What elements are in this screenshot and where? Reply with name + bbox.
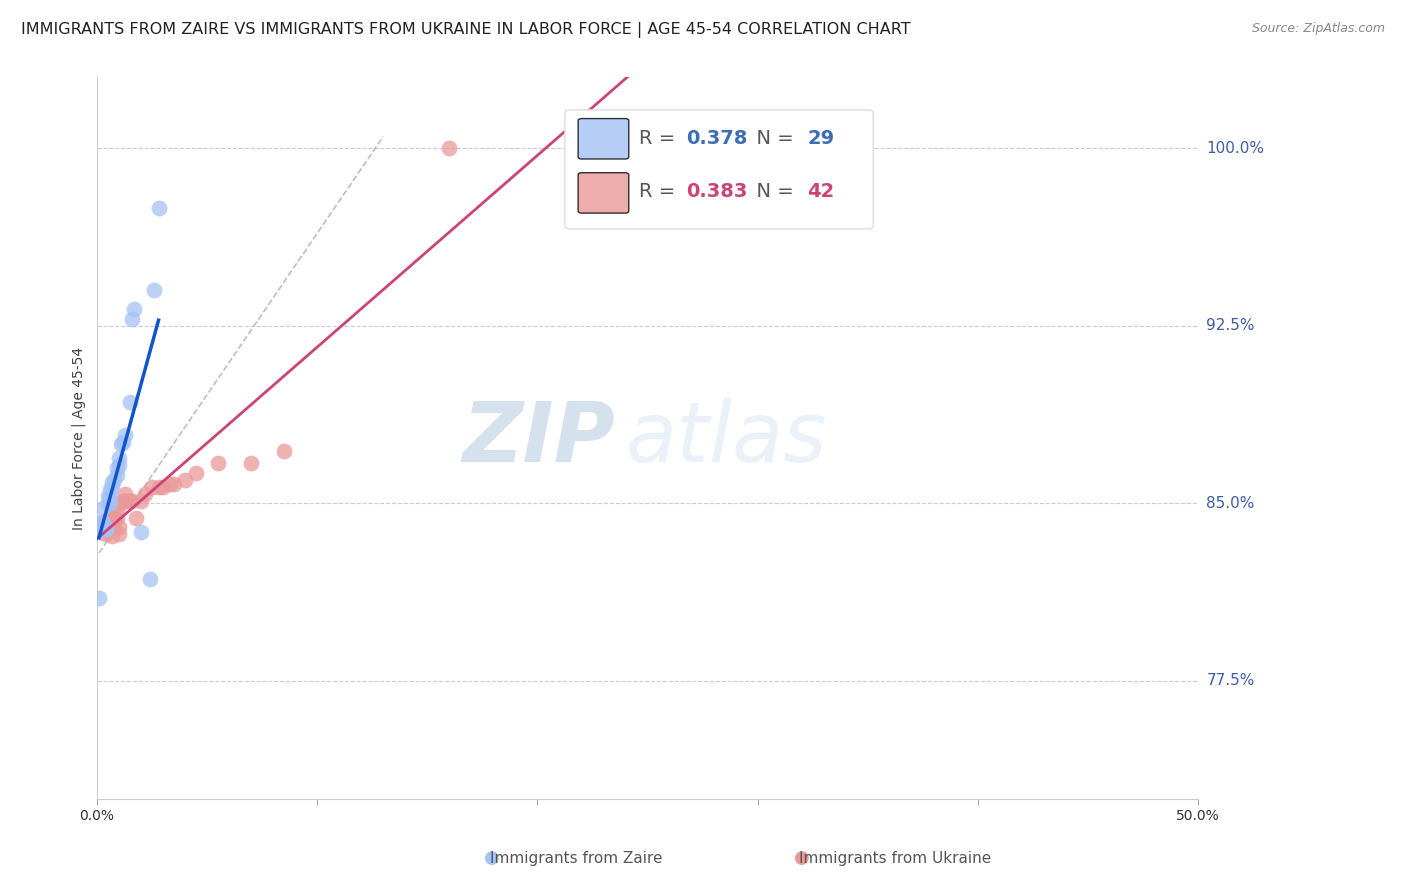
Point xyxy=(207,456,229,470)
Point xyxy=(101,520,124,534)
Point xyxy=(97,520,120,534)
Text: 77.5%: 77.5% xyxy=(1206,673,1254,689)
FancyBboxPatch shape xyxy=(578,119,628,159)
Point xyxy=(148,480,170,494)
Point xyxy=(124,302,146,317)
Point xyxy=(101,513,124,527)
Point xyxy=(129,524,152,539)
Point xyxy=(108,520,131,534)
Point xyxy=(97,520,120,534)
Point xyxy=(148,201,170,215)
Text: IMMIGRANTS FROM ZAIRE VS IMMIGRANTS FROM UKRAINE IN LABOR FORCE | AGE 45-54 CORR: IMMIGRANTS FROM ZAIRE VS IMMIGRANTS FROM… xyxy=(21,22,911,38)
Text: Source: ZipAtlas.com: Source: ZipAtlas.com xyxy=(1251,22,1385,36)
Point xyxy=(105,460,128,475)
Point xyxy=(97,489,120,503)
Point xyxy=(94,522,117,536)
Point xyxy=(87,591,110,605)
Point xyxy=(90,520,112,534)
Text: Immigrants from Zaire: Immigrants from Zaire xyxy=(491,851,662,865)
Point xyxy=(103,473,125,487)
Point xyxy=(110,437,132,451)
Point xyxy=(94,522,117,536)
Point xyxy=(240,456,263,470)
Point xyxy=(121,311,143,326)
Point xyxy=(138,572,160,586)
Point xyxy=(134,487,156,501)
FancyBboxPatch shape xyxy=(578,173,628,213)
Point xyxy=(105,467,128,482)
Text: 0.383: 0.383 xyxy=(686,182,748,201)
Text: R =: R = xyxy=(638,182,681,201)
Point xyxy=(105,510,128,524)
Point xyxy=(108,451,131,466)
Point xyxy=(98,489,121,503)
Point xyxy=(129,494,152,508)
Point xyxy=(93,520,115,534)
FancyBboxPatch shape xyxy=(565,110,873,229)
Point xyxy=(98,496,121,510)
Text: ZIP: ZIP xyxy=(461,398,614,479)
Point xyxy=(87,524,110,539)
Point xyxy=(114,487,136,501)
Point xyxy=(184,466,207,480)
Text: ●: ● xyxy=(484,849,501,867)
Text: ●: ● xyxy=(793,849,810,867)
Point xyxy=(108,527,131,541)
Point xyxy=(101,480,124,494)
Point xyxy=(110,496,132,510)
Point xyxy=(118,394,141,409)
Point xyxy=(174,473,197,487)
Point xyxy=(103,520,125,534)
Point xyxy=(152,480,174,494)
Point xyxy=(98,482,121,496)
Point xyxy=(114,494,136,508)
Text: atlas: atlas xyxy=(626,398,827,479)
Point xyxy=(93,501,115,516)
Text: R =: R = xyxy=(638,128,681,147)
Text: 29: 29 xyxy=(807,128,834,147)
Point xyxy=(93,520,115,534)
Point xyxy=(87,524,110,539)
Point xyxy=(112,434,135,449)
Point xyxy=(94,527,117,541)
Y-axis label: In Labor Force | Age 45-54: In Labor Force | Age 45-54 xyxy=(72,347,86,530)
Point xyxy=(273,444,295,458)
Point xyxy=(93,524,115,539)
Text: 85.0%: 85.0% xyxy=(1206,496,1254,511)
Text: 0.378: 0.378 xyxy=(686,128,748,147)
Text: 42: 42 xyxy=(807,182,834,201)
Point xyxy=(101,475,124,489)
Point xyxy=(93,515,115,529)
Point xyxy=(125,510,148,524)
Point xyxy=(93,520,115,534)
Point xyxy=(143,284,166,298)
Point xyxy=(114,427,136,442)
Text: N =: N = xyxy=(744,182,800,201)
Text: 92.5%: 92.5% xyxy=(1206,318,1256,334)
Point xyxy=(439,141,461,155)
Point xyxy=(121,494,143,508)
Point xyxy=(97,513,120,527)
Point xyxy=(141,480,163,494)
Point xyxy=(101,529,124,543)
Point xyxy=(108,458,131,473)
Point xyxy=(118,494,141,508)
Point xyxy=(105,503,128,517)
Point xyxy=(90,515,112,529)
Text: N =: N = xyxy=(744,128,800,147)
Text: Immigrants from Ukraine: Immigrants from Ukraine xyxy=(800,851,991,865)
Text: 100.0%: 100.0% xyxy=(1206,141,1264,156)
Point xyxy=(90,520,112,534)
Point xyxy=(98,510,121,524)
Point xyxy=(105,496,128,510)
Point xyxy=(112,494,135,508)
Point xyxy=(97,496,120,510)
Point xyxy=(103,510,125,524)
Point xyxy=(163,477,186,491)
Point xyxy=(159,477,181,491)
